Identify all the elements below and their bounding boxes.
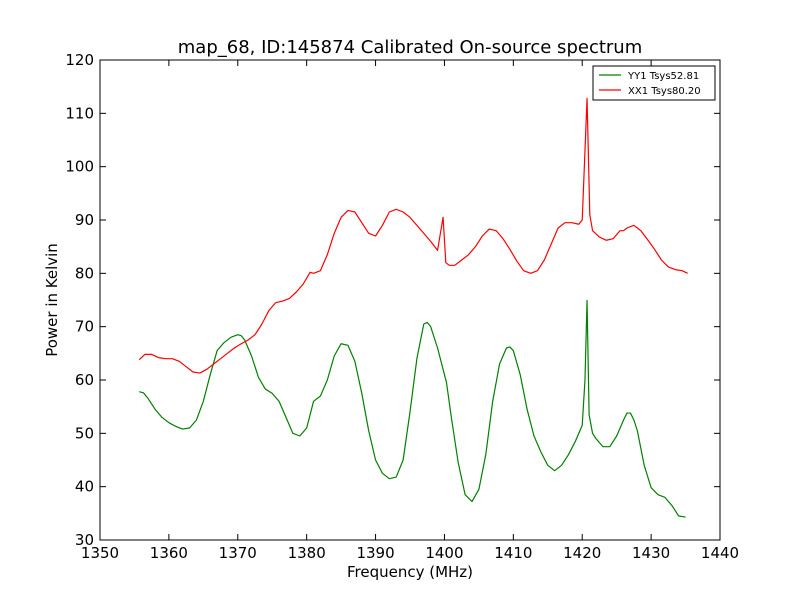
x-axis-title: Frequency (MHz) xyxy=(347,563,473,581)
plot-frame xyxy=(99,59,721,541)
x-tick-label: 1440 xyxy=(701,544,739,562)
series-line-yy1 xyxy=(139,299,686,518)
y-tick-label: 110 xyxy=(65,104,94,122)
x-tick-label: 1410 xyxy=(494,544,532,562)
plot-area: 1350 1360 1370 1380 1390 1400 1410 1420 1430 1440… xyxy=(65,51,739,562)
legend-box xyxy=(592,65,716,101)
plot-background xyxy=(100,60,720,540)
y-tick-label: 40 xyxy=(75,478,94,496)
x-tick-label: 1350 xyxy=(81,544,119,562)
x-tick-label: 1390 xyxy=(356,544,394,562)
y-tick-label: 80 xyxy=(75,264,94,282)
y-tick-label: 60 xyxy=(75,371,94,389)
y-tick-label: 100 xyxy=(65,158,94,176)
legend: YY1 Tsys52.81 XX1 Tsys80.20 xyxy=(592,65,716,101)
x-tick-label: 1370 xyxy=(219,544,257,562)
y-tick-label: 90 xyxy=(75,211,94,229)
y-axis-title: Power in Kelvin xyxy=(43,243,61,357)
chart-title: map_68, ID:145874 Calibrated On-source s… xyxy=(178,37,642,58)
legend-label-yy1: YY1 Tsys52.81 xyxy=(627,71,699,82)
y-tick-label: 70 xyxy=(75,318,94,336)
series-layer xyxy=(138,97,688,518)
x-tick-label: 1400 xyxy=(425,544,463,562)
x-tick-label: 1430 xyxy=(632,544,670,562)
legend-label-xx1: XX1 Tsys80.20 xyxy=(628,86,701,97)
x-tick-label: 1380 xyxy=(288,544,326,562)
y-tick-label: 120 xyxy=(65,51,94,69)
series-line-xx1 xyxy=(138,97,688,374)
x-tick-label: 1420 xyxy=(563,544,601,562)
y-tick-label: 50 xyxy=(75,424,94,442)
ticks-layer: 1350 1360 1370 1380 1390 1400 1410 1420 1430 1440… xyxy=(65,51,739,562)
y-tick-label: 30 xyxy=(75,531,94,549)
x-tick-label: 1360 xyxy=(150,544,188,562)
